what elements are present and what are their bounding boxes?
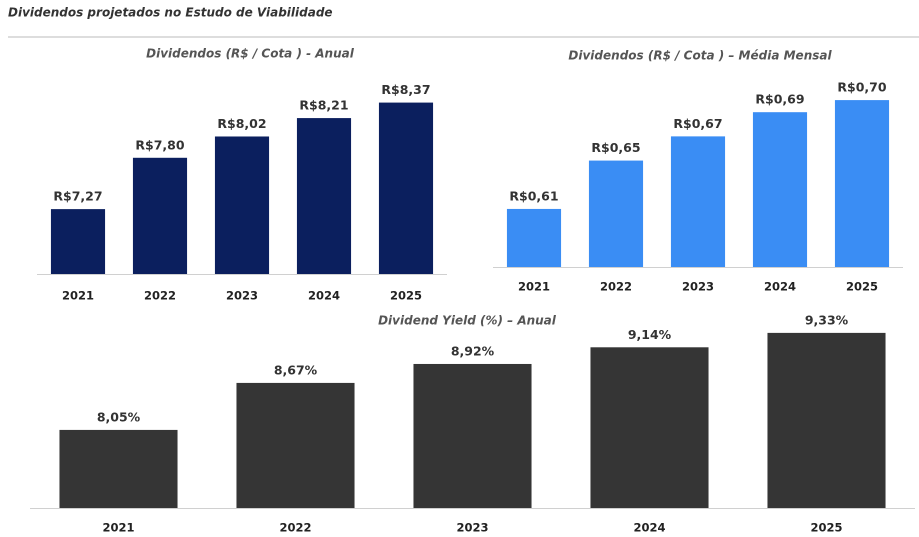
x-tick-label: 2021 [518, 280, 550, 294]
value-label: R$0,65 [591, 140, 640, 155]
value-label: R$8,37 [381, 82, 430, 97]
x-tick-label: 2024 [764, 280, 796, 294]
bar [296, 118, 352, 274]
bar [50, 209, 106, 274]
value-label: R$8,02 [217, 116, 266, 131]
value-label: 8,92% [451, 343, 495, 358]
bar [413, 363, 532, 508]
value-label: R$0,70 [837, 80, 886, 95]
value-label: R$7,27 [53, 189, 102, 204]
chart-title: Dividendos (R$ / Cota ) – Média Mensal [568, 49, 832, 63]
x-tick-label: 2022 [600, 280, 632, 294]
page-title: Dividendos projetados no Estudo de Viabi… [8, 6, 333, 20]
x-tick-label: 2022 [279, 521, 311, 535]
x-tick-label: 2023 [682, 280, 714, 294]
value-label: 8,05% [97, 409, 141, 424]
x-tick-label: 2021 [102, 521, 134, 535]
bar [670, 136, 726, 267]
value-label: R$0,67 [673, 116, 722, 131]
x-tick-label: 2025 [390, 289, 422, 303]
bar [132, 157, 188, 274]
bar [590, 347, 709, 508]
chart-title: Dividendos (R$ / Cota ) - Anual [146, 47, 355, 61]
bar [506, 208, 562, 267]
chart-title: Dividend Yield (%) – Anual [378, 314, 557, 328]
value-label: R$8,21 [299, 98, 348, 113]
value-label: 9,14% [628, 327, 672, 342]
x-tick-label: 2025 [810, 521, 842, 535]
bar [236, 382, 355, 508]
bar [752, 112, 808, 268]
value-label: R$7,80 [135, 137, 184, 152]
value-label: R$0,69 [755, 92, 804, 107]
x-tick-label: 2024 [308, 289, 340, 303]
x-tick-label: 2023 [226, 289, 258, 303]
x-tick-label: 2021 [62, 289, 94, 303]
bar [214, 136, 270, 274]
bar [59, 429, 178, 508]
value-label: 9,33% [805, 312, 849, 327]
bar [378, 102, 434, 274]
bar [767, 332, 886, 508]
x-tick-label: 2024 [633, 521, 665, 535]
value-label: R$0,61 [509, 188, 558, 203]
x-tick-label: 2022 [144, 289, 176, 303]
bar [834, 100, 890, 267]
bar [588, 160, 644, 267]
value-label: 8,67% [274, 362, 318, 377]
x-tick-label: 2023 [456, 521, 488, 535]
x-tick-label: 2025 [846, 280, 878, 294]
